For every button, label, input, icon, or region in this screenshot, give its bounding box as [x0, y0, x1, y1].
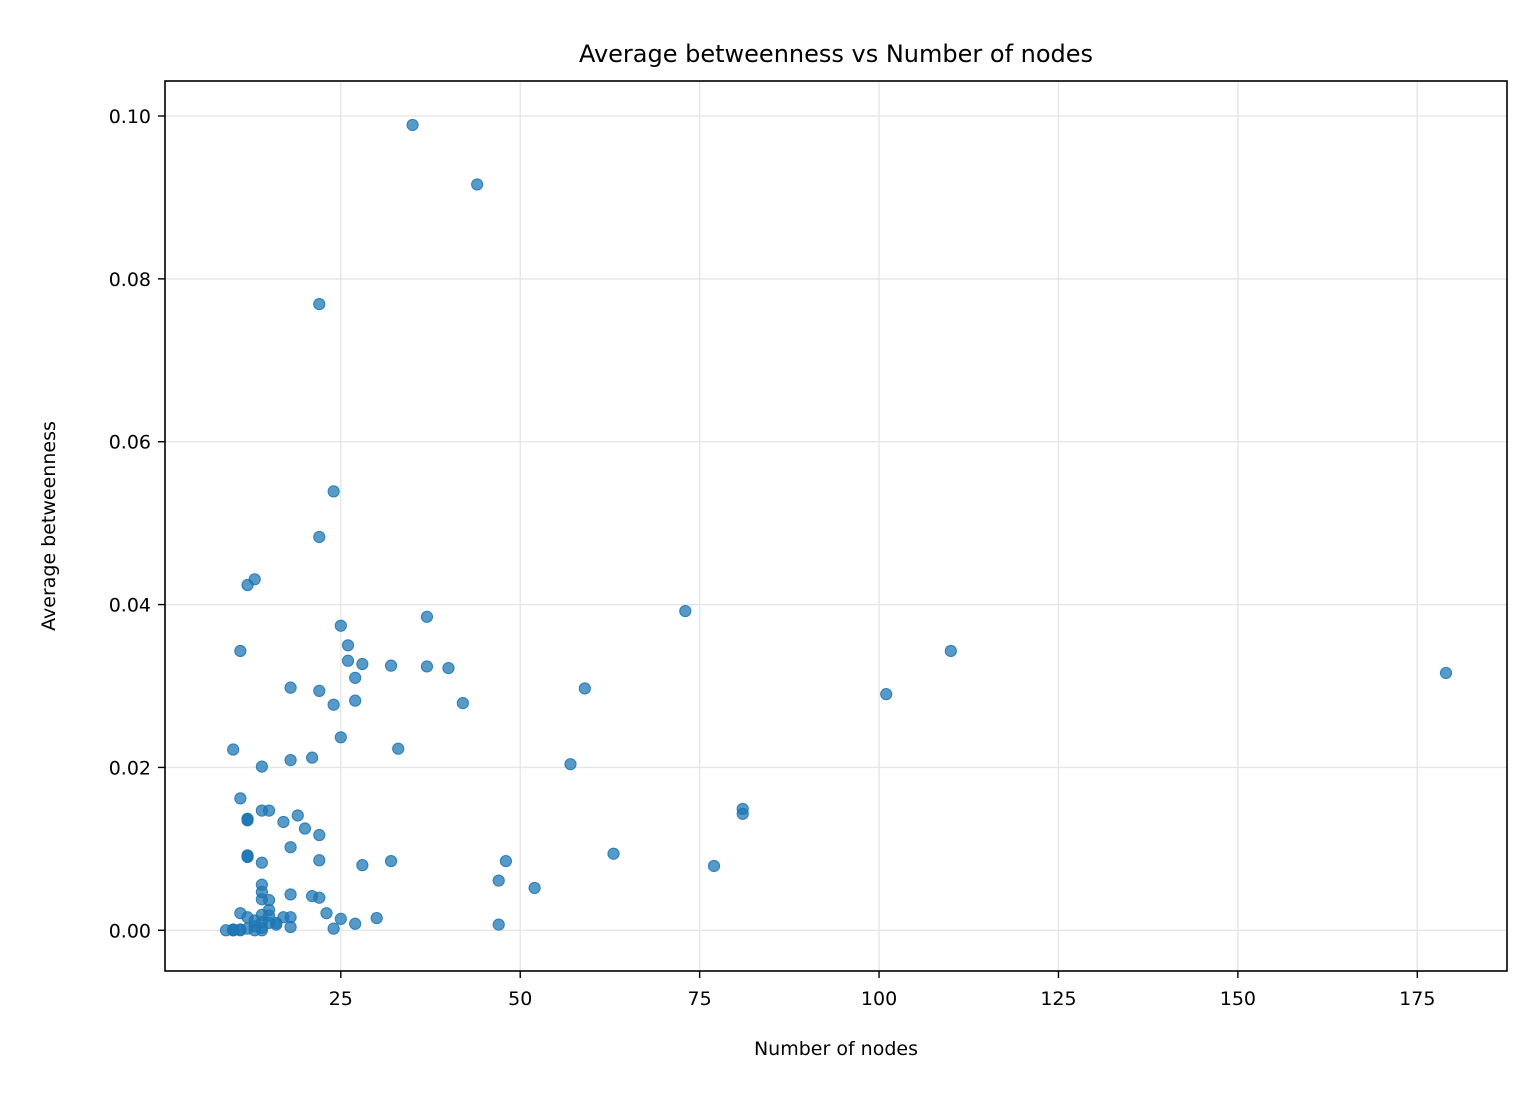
data-point [313, 684, 326, 697]
data-point [234, 792, 247, 805]
data-point [284, 754, 297, 767]
data-point [234, 644, 247, 658]
data-point [327, 922, 340, 935]
data-point [341, 639, 355, 652]
axis-ticks: 25 50 75 100 125 150 175 0.00 0.02 0.04 0.06 0.08 0.… [109, 106, 1436, 1010]
data-point [227, 924, 240, 937]
data-point [334, 619, 347, 632]
data-point [420, 660, 434, 673]
data-point [349, 671, 362, 684]
x-axis-label: Number of nodes [754, 1038, 918, 1060]
data-point [356, 657, 369, 671]
data-point [262, 804, 276, 817]
data-point [492, 918, 505, 931]
y-tick-label: 0.06 [109, 432, 151, 454]
plot-frame [164, 80, 1508, 972]
x-tick-label: 175 [1399, 988, 1435, 1010]
data-point [880, 688, 893, 701]
data-point [384, 854, 398, 868]
data-point [349, 917, 362, 930]
data-point [420, 610, 434, 623]
data-point [298, 822, 312, 835]
data-point [564, 758, 577, 771]
data-point [306, 751, 319, 764]
x-tick-label: 150 [1220, 988, 1256, 1010]
data-point [341, 654, 355, 667]
data-point [607, 847, 620, 860]
data-point [442, 661, 455, 675]
data-point [227, 743, 240, 756]
data-point [284, 681, 297, 694]
data-point [284, 841, 297, 854]
x-tick-label: 125 [1040, 988, 1076, 1010]
data-point [255, 760, 268, 773]
data-point [277, 815, 290, 829]
data-point [736, 807, 749, 820]
data-point [499, 854, 512, 868]
grid-lines [165, 81, 1507, 971]
data-point [313, 828, 326, 842]
data-point [313, 298, 326, 311]
data-point [255, 924, 268, 937]
x-tick-label: 100 [861, 988, 897, 1010]
y-tick-label: 0.10 [109, 106, 151, 128]
data-point [334, 731, 347, 744]
data-point [370, 911, 383, 925]
data-point [320, 907, 333, 920]
chart-title: Average betweenness vs Number of nodes [579, 40, 1093, 68]
y-tick-label: 0.00 [109, 920, 151, 942]
y-tick-label: 0.08 [109, 269, 151, 291]
data-point [327, 698, 340, 711]
data-point [384, 659, 398, 672]
data-point [707, 859, 721, 873]
data-point [334, 912, 347, 925]
data-point [679, 604, 692, 618]
x-tick-label: 75 [688, 988, 712, 1010]
data-point [327, 485, 340, 498]
data-point [471, 178, 484, 191]
data-point [284, 920, 297, 934]
data-point [492, 874, 505, 887]
data-point [578, 682, 591, 695]
data-point [255, 856, 268, 869]
data-point [241, 922, 254, 935]
data-point [1439, 666, 1453, 680]
data-point [528, 881, 541, 895]
data-point [456, 697, 469, 710]
data-point [944, 644, 957, 658]
data-point [356, 859, 369, 872]
data-point [392, 742, 405, 755]
data-point [241, 578, 254, 592]
data-point [291, 809, 304, 822]
data-point [349, 694, 362, 707]
x-tick-label: 50 [508, 988, 532, 1010]
data-point [406, 118, 419, 132]
x-tick-label: 25 [329, 988, 353, 1010]
data-point [313, 854, 326, 867]
y-tick-label: 0.04 [109, 595, 151, 617]
data-point [313, 891, 326, 904]
data-point [270, 918, 283, 931]
y-axis-label: Average betweenness [38, 421, 60, 631]
data-point [284, 888, 297, 901]
data-points [219, 118, 1453, 937]
data-point [313, 530, 326, 544]
data-point [241, 850, 254, 864]
data-point [241, 814, 254, 827]
y-tick-label: 0.02 [109, 757, 151, 779]
